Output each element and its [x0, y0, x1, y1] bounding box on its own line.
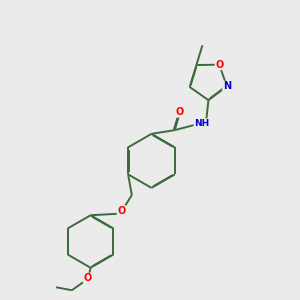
Text: N: N — [223, 81, 231, 91]
Text: O: O — [215, 60, 224, 70]
Text: NH: NH — [194, 119, 209, 128]
Text: O: O — [83, 273, 92, 283]
Text: O: O — [175, 107, 183, 117]
Text: O: O — [117, 206, 125, 216]
